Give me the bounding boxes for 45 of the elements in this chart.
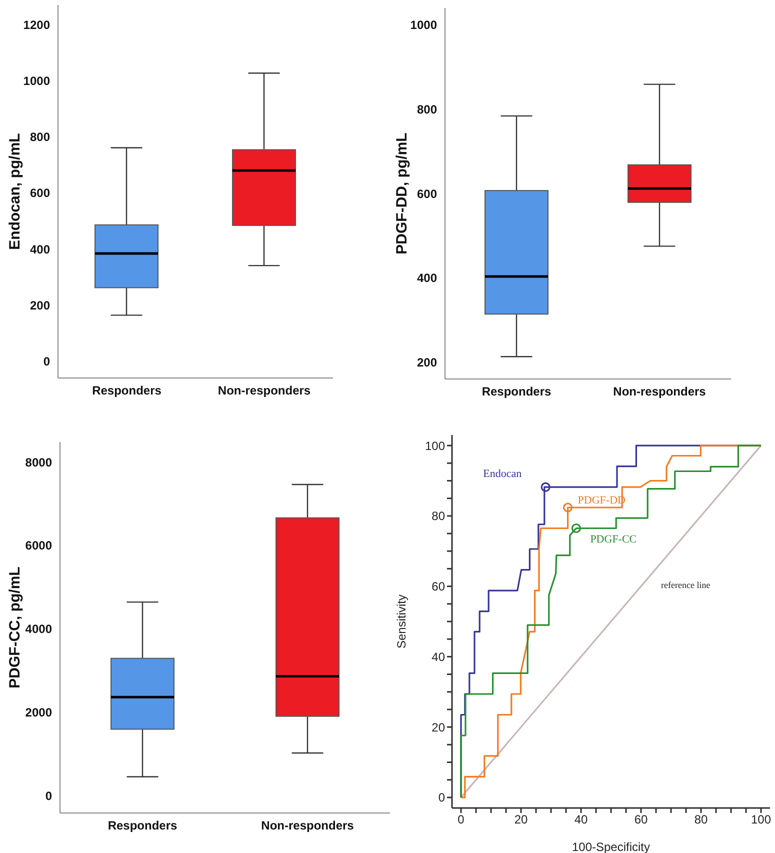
x-tick-label: Responders: [108, 818, 178, 833]
y-tick-label: 100: [424, 438, 446, 453]
x-tick-label: Responders: [92, 384, 162, 398]
y-axis-title: Endocan, pg/mL: [6, 133, 24, 250]
point: [540, 482, 550, 492]
y-tick-label: 40: [432, 650, 446, 664]
y-tick-label: 1000: [23, 74, 50, 88]
x-tick-label: Non-responders: [261, 818, 354, 833]
annotation: reference line: [661, 580, 710, 590]
point: [563, 502, 573, 512]
y-tick-label: 600: [416, 186, 438, 201]
y-tick-label: 400: [416, 271, 438, 286]
y-axis-title: PDGF-DD, pg/mL: [393, 132, 410, 254]
y-tick-label: 4000: [25, 622, 52, 636]
y-tick-label: 1000: [410, 18, 438, 32]
y-tick-label: 0: [45, 788, 52, 803]
x-tick-label: 20: [514, 812, 528, 827]
y-tick-label: 400: [30, 242, 50, 256]
y-axis-title: PDGF-CC, pg/mL: [6, 566, 24, 688]
y-tick-label: 0: [43, 354, 50, 368]
y-tick-label: 80: [432, 509, 446, 524]
x-tick-label: 0: [458, 812, 465, 827]
x-tick-label: 40: [574, 812, 588, 827]
y-tick-label: 1200: [23, 18, 50, 32]
x-tick-label: 60: [634, 812, 648, 827]
y-tick-label: 200: [416, 355, 438, 370]
x-tick-label: Non-responders: [218, 384, 311, 398]
y-tick-label: 8000: [25, 455, 52, 470]
y-tick-label: 20: [432, 720, 446, 734]
series-label: PDGF-CC: [590, 533, 637, 546]
y-tick-label: 2000: [25, 705, 52, 720]
y-axis-title: Sensitivity: [394, 594, 408, 649]
x-tick-label: Responders: [482, 384, 552, 399]
y-tick-label: 0: [438, 790, 446, 805]
x-tick-label: 80: [694, 812, 708, 827]
y-tick-label: 800: [416, 102, 438, 116]
y-tick-label: 600: [30, 186, 50, 200]
point: [571, 523, 581, 534]
y-tick-label: 200: [30, 298, 50, 312]
x-tick-label: 100: [750, 812, 772, 827]
y-tick-label: 800: [30, 130, 50, 144]
y-tick-label: 60: [432, 580, 446, 594]
series-label: Endocan: [483, 468, 522, 480]
x-tick-label: Non-responders: [613, 384, 706, 399]
y-tick-label: 6000: [25, 538, 52, 553]
